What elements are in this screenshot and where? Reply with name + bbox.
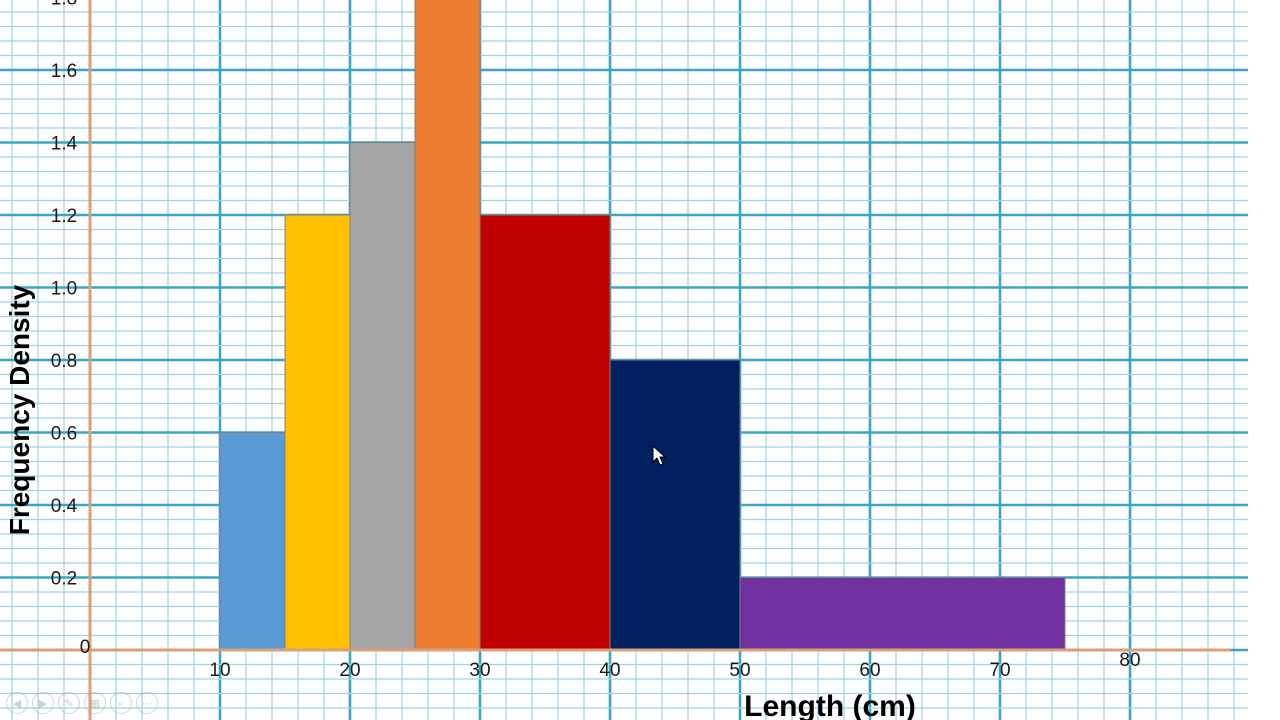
x-tick-label: 30 <box>469 660 490 681</box>
x-tick-label: 60 <box>859 660 880 681</box>
slides-icon[interactable]: ▦ <box>84 692 106 714</box>
play-icon[interactable]: ▶ <box>32 692 54 714</box>
y-tick-label: 0.4 <box>51 496 78 517</box>
histogram-bar-40-50 <box>609 359 741 651</box>
y-axis-title: Frequency Density <box>4 284 35 535</box>
x-tick-label: 40 <box>599 660 620 681</box>
histogram-bars <box>219 0 1066 651</box>
pen-icon[interactable]: ✎ <box>58 692 80 714</box>
x-tick-label: 80 <box>1119 650 1140 671</box>
y-tick-label: 1.2 <box>51 206 77 227</box>
histogram-bar-15-20 <box>284 214 351 651</box>
y-tick-label: 1.8 <box>51 0 77 10</box>
y-tick-label: 0.8 <box>51 351 77 372</box>
previous-icon[interactable]: ◀ <box>6 692 28 714</box>
slideshow-controls: ◀ ▶ ✎ ▦ ⌕ ⋯ <box>6 692 158 714</box>
y-tick-label: 0.6 <box>51 424 77 445</box>
histogram-bar-50-75 <box>739 577 1066 651</box>
x-tick-labels: 10 20 30 40 50 60 70 80 <box>209 650 1140 681</box>
zoom-icon[interactable]: ⌕ <box>110 692 132 714</box>
histogram-bar-30-40 <box>479 214 611 651</box>
y-tick-label: 1.4 <box>51 134 78 155</box>
y-tick-label: 0 <box>80 637 91 658</box>
x-tick-label: 70 <box>989 660 1010 681</box>
x-tick-label: 20 <box>339 660 360 681</box>
x-tick-label: 50 <box>729 660 750 681</box>
x-axis-title: Length (cm) <box>744 690 916 720</box>
y-tick-labels: 0 0.2 0.4 0.6 0.8 1.0 1.2 1.4 1.6 1.8 <box>51 0 91 658</box>
y-tick-label: 0.2 <box>51 569 77 590</box>
mouse-cursor-icon <box>652 444 667 466</box>
histogram-bar-10-15 <box>219 432 286 651</box>
histogram-bar-25-30 <box>414 0 481 651</box>
y-tick-label: 1.6 <box>51 61 77 82</box>
y-tick-label: 1.0 <box>51 279 77 300</box>
x-tick-label: 10 <box>209 660 230 681</box>
more-icon[interactable]: ⋯ <box>136 692 158 714</box>
histogram-bar-20-25 <box>349 142 416 651</box>
